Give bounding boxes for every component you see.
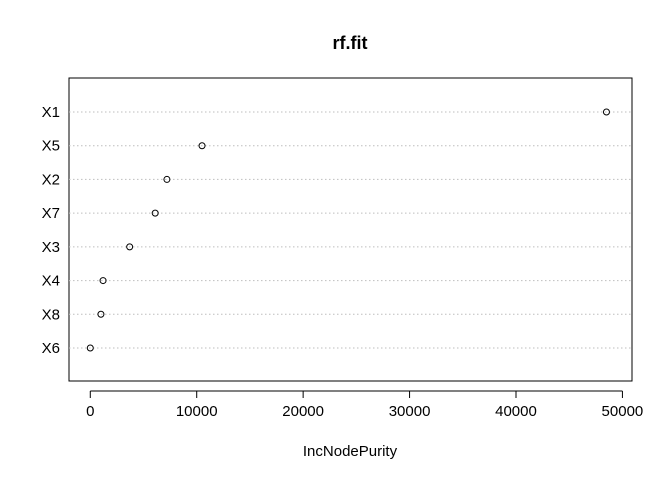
category-label-x6: X6: [42, 340, 60, 357]
x-tick-label-10000: 10000: [176, 403, 218, 420]
chart-title: rf.fit: [333, 33, 368, 53]
category-labels: X1 X5 X2 X7 X3 X4 X8 X6: [42, 104, 60, 357]
category-label-x1: X1: [42, 104, 60, 121]
point-x1: [602, 108, 610, 116]
x-tick-label-40000: 40000: [495, 403, 537, 420]
point-x4: [99, 277, 107, 285]
category-label-x7: X7: [42, 205, 60, 222]
x-tick-label-20000: 20000: [282, 403, 324, 420]
x-axis: 0 10000 20000 30000 40000 50000: [86, 390, 644, 420]
point-x5: [198, 142, 206, 150]
plot-frame: [68, 77, 633, 382]
point-x2: [163, 175, 171, 183]
x-axis-label: IncNodePurity: [303, 443, 398, 460]
category-label-x2: X2: [42, 171, 60, 188]
point-x3: [126, 243, 134, 251]
data-points: [86, 108, 610, 352]
category-label-x4: X4: [42, 273, 60, 290]
category-label-x5: X5: [42, 138, 60, 155]
x-tick-label-0: 0: [86, 403, 94, 420]
category-label-x3: X3: [42, 239, 60, 256]
grid-lines: [69, 111, 632, 349]
category-label-x8: X8: [42, 306, 60, 323]
point-x6: [86, 344, 94, 352]
point-x8: [97, 310, 105, 318]
point-x7: [151, 209, 159, 217]
x-tick-label-30000: 30000: [389, 403, 431, 420]
x-tick-label-50000: 50000: [602, 403, 644, 420]
